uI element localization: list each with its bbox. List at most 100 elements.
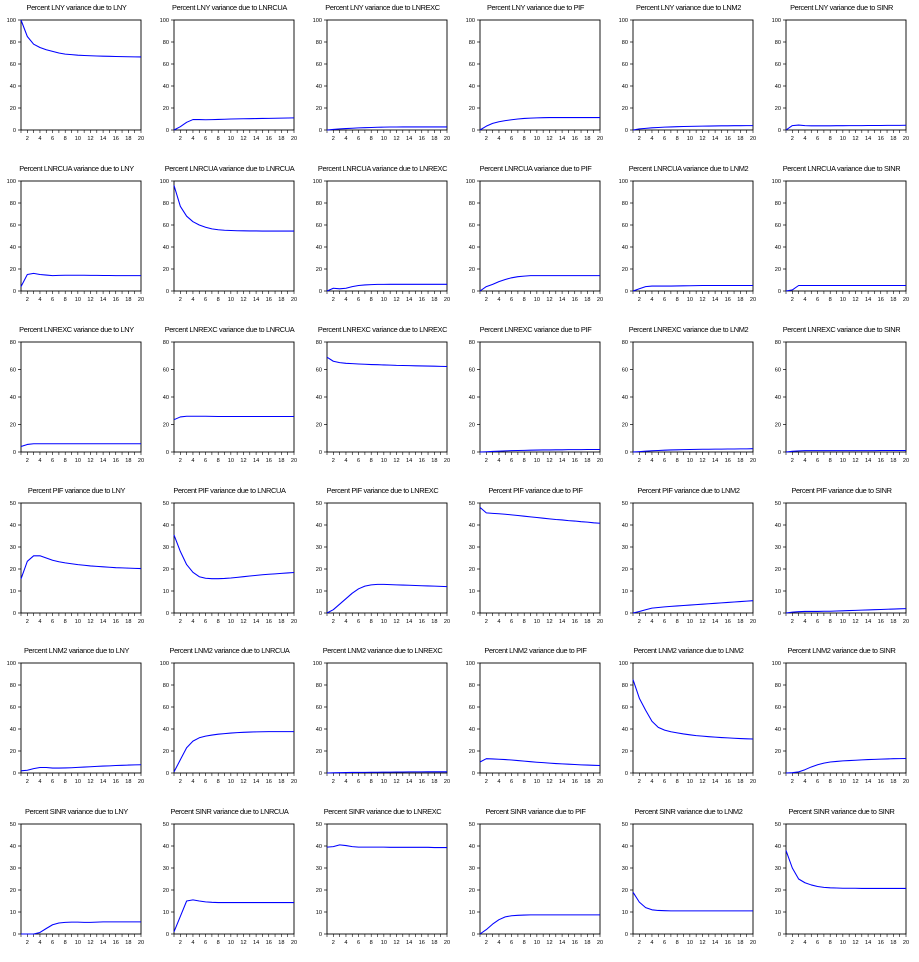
x-tick-label: 16: [725, 297, 731, 303]
x-tick-label: 10: [381, 619, 387, 625]
y-tick-label: 80: [163, 201, 169, 207]
y-tick-label: 40: [10, 84, 16, 90]
chart-plot: 0 10 20 30 40 50 2 4 6 8 10 12 14 16 18 20: [10, 501, 144, 625]
y-tick-label: 80: [775, 683, 781, 689]
series-line: [20, 764, 142, 772]
chart-panel: Percent LNREXC variance due to LNRCUA 0 20…: [153, 322, 306, 480]
x-tick-label: 2: [791, 458, 794, 464]
chart-panel: Percent PIF variance due to SINR 0 10 20 30 4…: [765, 483, 918, 641]
x-tick-label: 4: [497, 458, 500, 464]
x-tick-label: 12: [87, 940, 93, 946]
x-tick-label: 8: [676, 136, 679, 142]
chart-title: Percent LNY variance due to LNY: [26, 3, 127, 12]
chart-plot: 0 20 40 60 80 100 2 4 6 8 10 12 14 16 18 20: [160, 18, 297, 142]
chart-panel: Percent SINR variance due to LNY 0 10 20 30 4…: [0, 804, 153, 962]
x-tick-label: 4: [344, 779, 347, 785]
x-tick-label: 18: [431, 136, 437, 142]
plot-frame: [632, 19, 754, 131]
x-tick-label: 12: [240, 297, 246, 303]
x-tick-label: 14: [100, 940, 106, 946]
y-tick-label: 0: [472, 128, 475, 134]
y-tick-label: 40: [622, 523, 628, 529]
x-tick-label: 4: [497, 297, 500, 303]
x-tick-label: 16: [419, 297, 425, 303]
x-tick-label: 16: [113, 458, 119, 464]
x-tick-label: 2: [638, 136, 641, 142]
x-tick-label: 12: [699, 458, 705, 464]
y-tick-label: 100: [160, 18, 169, 24]
x-tick-label: 10: [228, 136, 234, 142]
chart-panel: Percent LNREXC variance due to LNREXC 0 20…: [306, 322, 459, 480]
y-tick-label: 50: [10, 822, 16, 828]
x-tick-label: 20: [750, 940, 756, 946]
chart-title: Percent LNM2 variance due to LNY: [23, 646, 130, 655]
y-tick-label: 0: [166, 289, 169, 295]
y-tick-label: 0: [472, 611, 475, 617]
series-line: [632, 125, 753, 131]
y-tick-label: 0: [13, 450, 16, 456]
x-tick-label: 16: [419, 458, 425, 464]
chart-plot: 0 10 20 30 40 50 2 4 6 8 10 12 14 16 18 20: [469, 822, 603, 946]
y-tick-label: 80: [775, 40, 781, 46]
plot-frame: [632, 662, 754, 774]
y-tick-label: 50: [163, 501, 169, 507]
y-tick-label: 40: [163, 523, 169, 529]
plot-frame: [632, 502, 754, 614]
x-tick-label: 16: [878, 619, 884, 625]
x-tick-label: 2: [638, 458, 641, 464]
x-tick-label: 16: [725, 779, 731, 785]
y-tick-label: 0: [778, 771, 781, 777]
y-tick-label: 20: [163, 567, 169, 573]
y-tick-label: 60: [316, 62, 322, 68]
plot-frame: [173, 502, 295, 614]
y-tick-label: 40: [316, 245, 322, 251]
chart-plot: 0 20 40 60 80 100 2 4 6 8 10 12 14 16 18 20: [313, 18, 450, 142]
x-tick-label: 10: [534, 940, 540, 946]
x-tick-label: 16: [419, 136, 425, 142]
chart-panel: Percent PIF variance due to PIF 0 10 20 30 40…: [459, 483, 612, 641]
x-tick-label: 12: [240, 458, 246, 464]
x-tick-label: 18: [890, 458, 896, 464]
x-tick-label: 6: [51, 297, 54, 303]
y-tick-label: 50: [469, 501, 475, 507]
x-tick-label: 6: [357, 458, 360, 464]
chart-plot: 0 20 40 60 80 100 2 4 6 8 10 12 14 16 18 20: [466, 18, 603, 142]
x-tick-label: 14: [712, 619, 718, 625]
x-tick-label: 2: [485, 297, 488, 303]
y-tick-label: 30: [10, 545, 16, 551]
chart-panel: Percent LNRCUA variance due to LNM2 0 20 40…: [612, 161, 765, 319]
x-tick-label: 2: [26, 458, 29, 464]
x-tick-label: 18: [125, 940, 131, 946]
x-tick-label: 12: [240, 136, 246, 142]
x-tick-label: 10: [228, 458, 234, 464]
y-tick-label: 40: [469, 395, 475, 401]
plot-frame: [173, 823, 295, 935]
y-tick-label: 10: [10, 589, 16, 595]
plot-frame: [785, 662, 907, 774]
series-line: [20, 443, 141, 447]
y-tick-label: 60: [775, 62, 781, 68]
chart-title: Percent LNREXC variance due to PIF: [479, 325, 592, 334]
x-tick-label: 4: [650, 458, 653, 464]
chart-title: Percent LNREXC variance due to LNY: [19, 325, 134, 334]
chart-panel: Percent LNRCUA variance due to PIF 0 20 40 6…: [459, 161, 612, 319]
y-tick-label: 10: [163, 910, 169, 916]
y-tick-label: 80: [775, 340, 781, 346]
x-tick-label: 14: [253, 458, 259, 464]
x-tick-label: 20: [138, 940, 144, 946]
series-line: [479, 117, 600, 131]
x-tick-label: 18: [737, 779, 743, 785]
x-tick-label: 14: [712, 458, 718, 464]
x-tick-label: 2: [179, 297, 182, 303]
x-tick-label: 10: [534, 458, 540, 464]
x-tick-label: 16: [113, 297, 119, 303]
x-tick-label: 6: [663, 458, 666, 464]
x-tick-label: 20: [597, 136, 603, 142]
y-tick-label: 20: [10, 888, 16, 894]
plot-frame: [326, 662, 448, 774]
x-tick-label: 6: [510, 619, 513, 625]
chart-title: Percent LNY variance due to LNREXC: [325, 3, 440, 12]
chart-title: Percent LNRCUA variance due to LNY: [19, 164, 134, 173]
y-tick-label: 0: [778, 932, 781, 938]
chart-plot: 0 10 20 30 40 50 2 4 6 8 10 12 14 16 18 20: [10, 822, 144, 946]
